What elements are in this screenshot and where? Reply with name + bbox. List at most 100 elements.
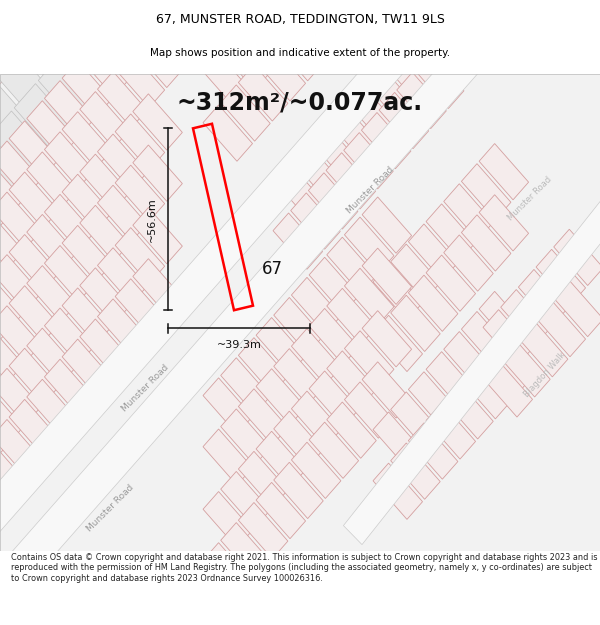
Polygon shape: [391, 244, 440, 301]
Polygon shape: [308, 122, 358, 178]
Polygon shape: [344, 382, 394, 438]
Polygon shape: [274, 0, 323, 30]
Polygon shape: [44, 246, 94, 302]
Polygon shape: [97, 248, 147, 304]
Polygon shape: [0, 161, 23, 217]
Polygon shape: [409, 372, 458, 428]
Polygon shape: [238, 338, 288, 394]
Polygon shape: [444, 331, 493, 388]
Polygon shape: [238, 503, 288, 559]
Polygon shape: [0, 141, 41, 198]
Polygon shape: [0, 166, 7, 239]
Polygon shape: [0, 19, 23, 75]
Polygon shape: [327, 0, 376, 21]
Polygon shape: [0, 100, 7, 174]
Polygon shape: [444, 382, 493, 439]
Polygon shape: [274, 349, 323, 405]
Polygon shape: [309, 422, 359, 478]
Polygon shape: [203, 542, 253, 599]
Text: 67, MUNSTER ROAD, TEDDINGTON, TW11 9LS: 67, MUNSTER ROAD, TEDDINGTON, TW11 9LS: [155, 13, 445, 26]
Polygon shape: [80, 319, 130, 375]
Polygon shape: [308, 173, 358, 229]
Polygon shape: [80, 41, 130, 97]
Polygon shape: [0, 275, 23, 331]
Polygon shape: [479, 342, 529, 399]
Polygon shape: [373, 264, 422, 321]
Polygon shape: [344, 132, 393, 189]
Polygon shape: [292, 0, 341, 9]
Text: Munster Road: Munster Road: [120, 364, 170, 414]
Polygon shape: [256, 45, 305, 101]
Polygon shape: [62, 226, 112, 282]
Polygon shape: [373, 463, 422, 519]
Polygon shape: [38, 0, 103, 64]
Polygon shape: [0, 295, 5, 351]
Polygon shape: [518, 269, 568, 326]
Polygon shape: [461, 215, 511, 271]
Polygon shape: [115, 165, 164, 221]
Polygon shape: [9, 234, 59, 291]
Polygon shape: [256, 369, 305, 425]
Polygon shape: [391, 295, 440, 351]
Polygon shape: [292, 329, 341, 385]
Polygon shape: [501, 341, 550, 397]
Polygon shape: [274, 411, 323, 468]
Polygon shape: [0, 306, 41, 362]
Polygon shape: [0, 0, 600, 539]
Polygon shape: [536, 301, 586, 357]
Polygon shape: [426, 204, 476, 260]
Polygon shape: [221, 34, 270, 90]
Polygon shape: [409, 224, 458, 280]
Polygon shape: [27, 101, 76, 157]
Polygon shape: [9, 0, 59, 35]
Polygon shape: [9, 399, 59, 456]
Polygon shape: [0, 212, 23, 269]
Polygon shape: [0, 326, 23, 382]
Polygon shape: [0, 0, 5, 44]
Polygon shape: [362, 362, 412, 418]
Polygon shape: [373, 315, 422, 372]
Polygon shape: [344, 331, 394, 387]
Polygon shape: [274, 24, 323, 81]
Polygon shape: [0, 409, 5, 465]
Polygon shape: [291, 142, 340, 198]
Polygon shape: [344, 217, 394, 273]
Polygon shape: [461, 362, 511, 419]
Text: ~39.3m: ~39.3m: [217, 341, 262, 351]
Polygon shape: [80, 92, 130, 148]
Polygon shape: [238, 65, 288, 121]
Polygon shape: [44, 132, 94, 188]
Polygon shape: [80, 205, 130, 261]
Polygon shape: [9, 286, 59, 342]
Polygon shape: [409, 423, 458, 479]
Polygon shape: [327, 351, 376, 407]
Polygon shape: [0, 0, 23, 24]
Polygon shape: [273, 213, 323, 269]
Polygon shape: [97, 185, 147, 241]
Polygon shape: [391, 443, 440, 499]
Polygon shape: [415, 1, 464, 58]
Polygon shape: [379, 92, 428, 149]
Polygon shape: [362, 248, 412, 304]
Polygon shape: [14, 84, 79, 158]
Polygon shape: [426, 255, 476, 311]
Polygon shape: [536, 249, 586, 306]
Polygon shape: [327, 288, 376, 344]
Polygon shape: [256, 431, 305, 488]
Polygon shape: [62, 339, 112, 396]
Polygon shape: [0, 439, 23, 496]
Polygon shape: [0, 0, 41, 55]
Polygon shape: [133, 94, 182, 150]
Polygon shape: [27, 152, 76, 208]
Polygon shape: [344, 81, 393, 138]
Polygon shape: [479, 195, 529, 251]
Polygon shape: [9, 348, 59, 404]
Polygon shape: [554, 229, 600, 286]
Polygon shape: [97, 71, 147, 127]
Polygon shape: [62, 112, 112, 168]
Polygon shape: [292, 278, 341, 334]
Polygon shape: [203, 54, 253, 110]
Polygon shape: [444, 184, 493, 240]
Polygon shape: [397, 72, 446, 129]
Polygon shape: [97, 134, 147, 190]
